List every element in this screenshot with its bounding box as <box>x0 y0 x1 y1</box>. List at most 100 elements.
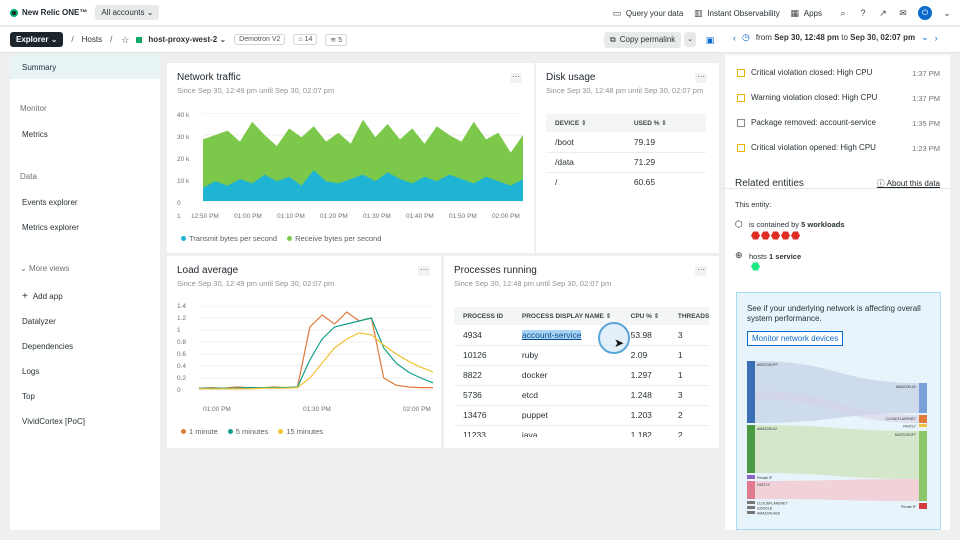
activity-item[interactable]: Package removed: account-service <box>737 118 876 127</box>
sidebar-item-top[interactable]: Top <box>22 392 35 401</box>
more-icon[interactable]: ⋯ <box>695 72 707 83</box>
more-icon[interactable]: ⋯ <box>510 72 522 83</box>
y-tick: 0.8 <box>177 339 187 346</box>
sidebar-item-dependencies[interactable]: Dependencies <box>22 342 74 351</box>
column-header-device[interactable]: DEVICE ⇕ <box>546 114 625 132</box>
table-row: 11233 java 1.182 2 <box>454 425 709 437</box>
x-tick: 01:30 PM <box>303 406 331 413</box>
more-icon[interactable]: ⋯ <box>695 265 707 276</box>
instant-observability-button[interactable]: ▥ Instant Observability <box>694 8 780 18</box>
x-tick: 01:00 PM <box>234 213 262 220</box>
sidebar-item-summary[interactable] <box>10 55 160 79</box>
column-header-process-id[interactable]: PROCESS ID <box>454 307 513 325</box>
source-label: FASTLY <box>757 483 770 487</box>
service-hexes[interactable] <box>751 262 760 271</box>
grid-icon: ▦ <box>790 8 800 18</box>
source-node <box>747 481 755 499</box>
target-node <box>919 383 927 413</box>
panel-subtitle: Since Sep 30, 12:48 pm until Sep 30, 02:… <box>454 279 612 288</box>
permalink-menu-chevron[interactable]: ⌄ <box>684 32 696 47</box>
cursor-icon: ➤ <box>614 336 625 350</box>
sidebar-more-views[interactable]: ⌄ More views <box>20 264 70 273</box>
activity-item[interactable]: Warning violation closed: High CPU <box>737 93 877 102</box>
sidebar-item-logs[interactable]: Logs <box>22 367 40 376</box>
legend-item-transmit[interactable]: Transmit bytes per second <box>181 234 277 243</box>
hosts-service-text[interactable]: hosts 1 service <box>749 252 802 261</box>
sidebar-item-datalyzer[interactable]: Datalyzer <box>22 317 56 326</box>
time-picker-chevron-icon[interactable]: ⌄ <box>921 32 929 42</box>
workload-icon: ⬡ <box>735 219 743 229</box>
column-header-cpu[interactable]: CPU % ⇕ <box>621 307 669 325</box>
star-icon[interactable]: ☆ <box>121 34 130 45</box>
sidebar-item-metrics-explorer[interactable]: Metrics explorer <box>22 223 79 232</box>
legend-item-15-minutes[interactable]: 15 minutes <box>278 427 323 436</box>
legend-item-5-minutes[interactable]: 5 minutes <box>227 427 268 436</box>
activity-item[interactable]: Critical violation opened: High CPU <box>737 143 876 152</box>
y-tick: 0.6 <box>177 351 187 358</box>
source-node <box>747 511 755 514</box>
account-selector[interactable]: All accounts ⌄ <box>95 5 160 20</box>
contained-by-text[interactable]: is contained by 5 workloads <box>749 220 845 229</box>
activity-item[interactable]: Critical violation closed: High CPU <box>737 68 872 77</box>
account-badge: Demotron V2 <box>234 34 286 45</box>
legend-item-1-minute[interactable]: 1 minute <box>181 427 218 436</box>
legend-item-receive[interactable]: Receive bytes per second <box>287 234 381 243</box>
x-tick: 01:30 PM <box>363 213 391 220</box>
related-badge[interactable]: ≋ 5 <box>325 33 348 46</box>
announcement-icon[interactable]: ✉ <box>899 8 907 18</box>
new-relic-logo[interactable]: New Relic ONE™ <box>10 8 87 17</box>
sidebar-item-vividcortex[interactable]: VividCortex [PoC] <box>22 417 85 426</box>
target-label: CLOUDFLARENET <box>885 417 916 421</box>
next-time-icon[interactable]: › <box>934 32 938 43</box>
network-flow-diagram[interactable]: MICROSOFT AMAZON-02 Private IP FASTLY CLOUDF… <box>747 361 929 529</box>
warning-icon <box>737 68 745 77</box>
tags-badge[interactable]: ⌂ 14 <box>293 34 318 45</box>
chevron-down-icon[interactable]: ⌄ <box>943 8 951 18</box>
column-header-threads[interactable]: THREADS <box>668 307 709 325</box>
sidebar-item-metrics[interactable]: Metrics <box>22 130 48 139</box>
panel-subtitle: Since Sep 30, 12:49 pm until Sep 30, 02:… <box>177 279 335 288</box>
x-tick: 01:00 PM <box>203 406 231 413</box>
load-line-chart[interactable] <box>199 306 433 400</box>
sidebar-item-summary-label[interactable]: Summary <box>22 63 57 72</box>
x-tick: 01:40 PM <box>406 213 434 220</box>
previous-time-icon[interactable]: ‹ <box>733 32 736 43</box>
share-icon[interactable]: ↗ <box>879 8 887 18</box>
processes-table-scroll[interactable]: PROCESS ID PROCESS DISPLAY NAME ⇕ CPU % … <box>454 307 709 437</box>
monitor-network-devices-button[interactable]: Monitor network devices <box>747 331 844 346</box>
chart-icon: ▥ <box>694 8 703 18</box>
about-this-data-link[interactable]: ⓘ About this data <box>876 179 940 188</box>
time-picker[interactable]: ‹ ◷ from Sep 30, 12:48 pm to Sep 30, 02:… <box>733 32 938 43</box>
y-tick: 40 k <box>177 112 190 119</box>
table-row: /boot 79.19 <box>546 132 706 153</box>
tv-mode-icon[interactable]: ▣ <box>705 35 715 45</box>
breadcrumb-hosts[interactable]: Hosts <box>81 35 103 44</box>
source-label: CLOUDFLARENET <box>757 502 788 506</box>
network-area-chart[interactable] <box>203 113 523 209</box>
target-node <box>919 424 927 427</box>
x-tick: 12:50 PM <box>191 213 219 220</box>
sidebar-item-events-explorer[interactable]: Events explorer <box>22 198 78 207</box>
help-icon[interactable]: ? <box>860 8 866 18</box>
target-node <box>919 415 927 423</box>
workload-hexes[interactable] <box>751 231 800 240</box>
transmit-area <box>203 170 523 201</box>
breadcrumb-separator: / <box>110 35 113 44</box>
copy-permalink-button[interactable]: ⧉ Copy permalink <box>604 32 682 48</box>
terminal-icon: ▭ <box>612 8 622 18</box>
panel-title: Network traffic <box>177 72 241 83</box>
panel-title: Load average <box>177 265 239 276</box>
table-row: 5736 etcd 1.248 3 <box>454 385 709 406</box>
query-data-button[interactable]: ▭ Query your data <box>612 8 684 18</box>
apps-button[interactable]: ▦ Apps <box>790 8 823 18</box>
column-header-process-name[interactable]: PROCESS DISPLAY NAME ⇕ <box>512 307 622 325</box>
search-icon[interactable]: ⌕ <box>840 8 846 18</box>
user-avatar[interactable]: ⏻ <box>918 6 932 20</box>
target-label: MICROSOFT <box>895 433 917 437</box>
sidebar-add-app[interactable]: + Add app <box>22 291 63 302</box>
y-tick: 0.4 <box>177 363 187 370</box>
more-icon[interactable]: ⋯ <box>418 265 430 276</box>
entity-name[interactable]: host-proxy-west-2 ⌄ <box>148 35 227 44</box>
explorer-menu[interactable]: Explorer ⌄ <box>10 32 64 47</box>
column-header-used[interactable]: USED % ⇕ <box>624 114 706 132</box>
